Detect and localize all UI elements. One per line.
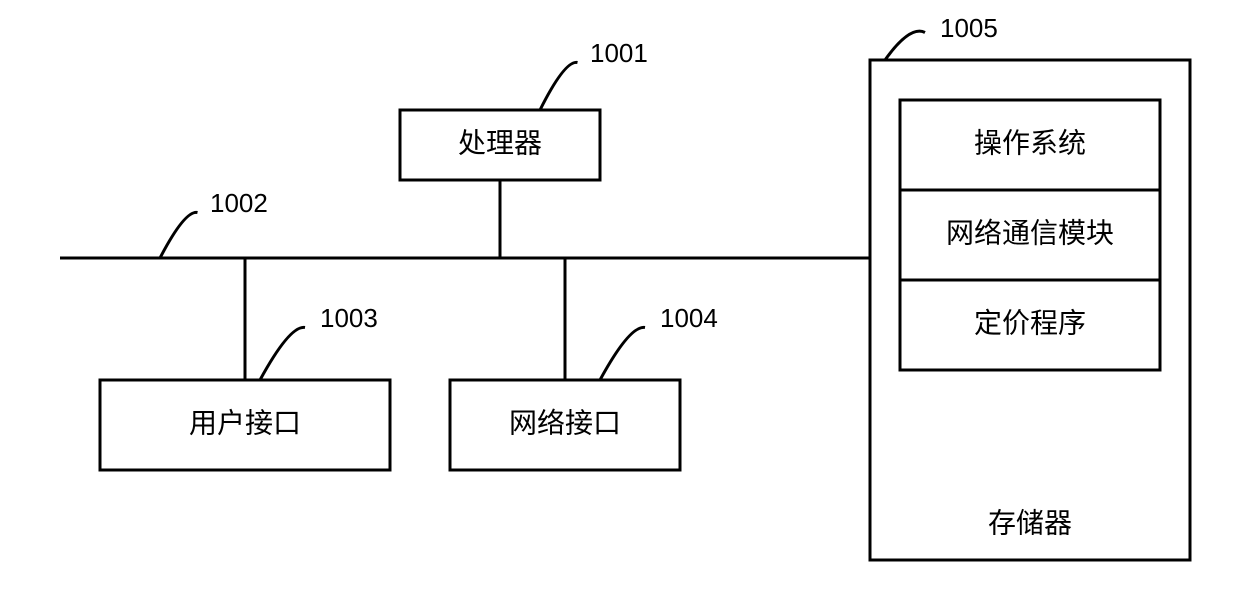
memory-item-label: 操作系统 xyxy=(974,127,1086,158)
memory-label: 存储器 xyxy=(988,507,1072,538)
bus-leader xyxy=(160,212,198,258)
processor-leader xyxy=(540,62,578,110)
user_if-label: 用户接口 xyxy=(189,407,301,438)
memory-item-label: 网络通信模块 xyxy=(946,217,1114,248)
memory-item-label: 定价程序 xyxy=(974,307,1086,338)
processor-ref: 1001 xyxy=(590,38,648,68)
user_if-ref: 1003 xyxy=(320,303,378,333)
memory-ref: 1005 xyxy=(940,13,998,43)
memory-leader xyxy=(885,31,925,60)
user_if-leader xyxy=(260,327,305,380)
net_if-leader xyxy=(600,327,645,380)
net_if-ref: 1004 xyxy=(660,303,718,333)
net_if-label: 网络接口 xyxy=(509,407,621,438)
bus-ref: 1002 xyxy=(210,188,268,218)
processor-label: 处理器 xyxy=(458,127,542,158)
